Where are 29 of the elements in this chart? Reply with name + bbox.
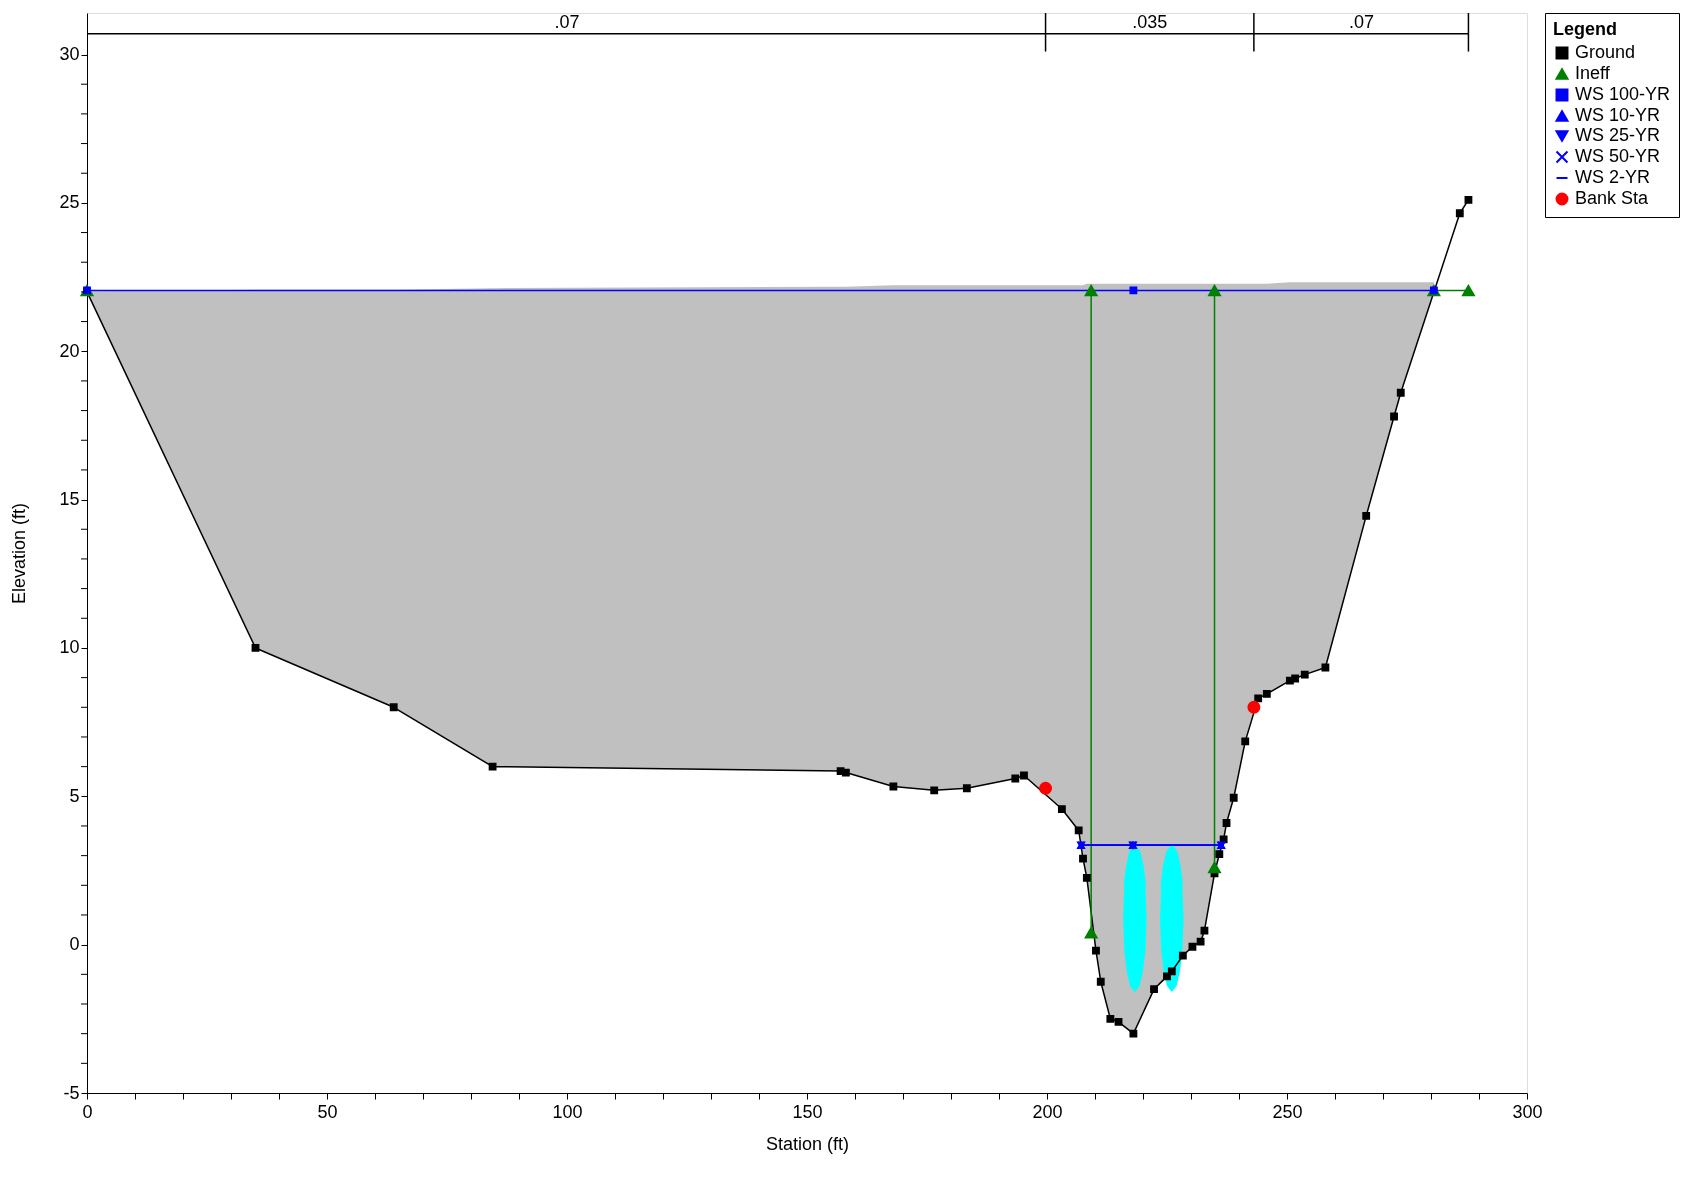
legend-label: WS 50-YR <box>1575 146 1661 166</box>
annotation: .07 <box>554 11 580 32</box>
x-tick-label: 50 <box>317 1101 338 1122</box>
legend-label: WS 100-YR <box>1575 84 1671 104</box>
annotation: .035 <box>1132 11 1168 32</box>
legend-title: Legend <box>1553 19 1618 39</box>
legend-label: WS 25-YR <box>1575 125 1661 145</box>
y-tick-label: 10 <box>59 637 80 658</box>
legend-label: WS 2-YR <box>1575 167 1651 187</box>
y-tick-label: 20 <box>59 340 80 361</box>
y-axis-title: Elevation (ft) <box>9 502 30 605</box>
y-tick-label: 15 <box>59 489 80 510</box>
x-tick-label: 300 <box>1512 1101 1543 1122</box>
x-tick-label: 0 <box>82 1101 93 1122</box>
legend-label: WS 10-YR <box>1575 105 1661 125</box>
x-axis-title: Station (ft) <box>765 1133 850 1154</box>
x-tick-label: 150 <box>792 1101 823 1122</box>
legend-label: Ineff <box>1575 63 1611 83</box>
y-tick-label: 0 <box>69 934 80 955</box>
y-tick-label: 5 <box>69 785 80 806</box>
y-tick-label: 30 <box>59 44 80 65</box>
y-tick-label: -5 <box>63 1082 80 1103</box>
legend-label: Bank Sta <box>1575 188 1650 208</box>
x-tick-label: 100 <box>552 1101 583 1122</box>
x-tick-label: 200 <box>1032 1101 1063 1122</box>
annotation: .07 <box>1348 11 1374 32</box>
y-tick-label: 25 <box>59 192 80 213</box>
x-tick-label: 250 <box>1272 1101 1303 1122</box>
legend-label: Ground <box>1575 42 1636 62</box>
